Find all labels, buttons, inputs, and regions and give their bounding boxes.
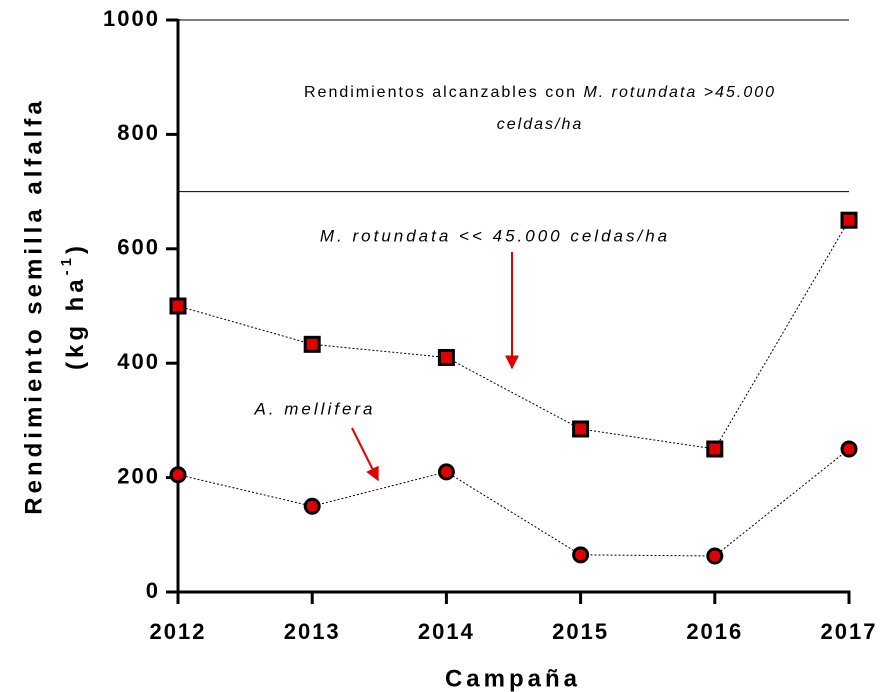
series-line: [177, 219, 850, 450]
marker: [169, 466, 187, 484]
superscript: -1: [58, 254, 75, 275]
marker: [437, 348, 455, 366]
y-axis-label-text: ): [62, 242, 89, 254]
y-axis-label-text: (kg ha-1): [58, 242, 89, 370]
x-tick-label: 2013: [284, 619, 341, 644]
y-tick-label: 400: [117, 349, 160, 374]
marker: [840, 211, 858, 229]
x-tick-label: 2017: [821, 619, 878, 644]
annotation-text: Rendimientos alcanzables con: [304, 84, 583, 101]
marker: [437, 463, 455, 481]
marker: [303, 497, 321, 515]
y-tick-label: 1000: [103, 6, 160, 31]
y-tick-label: 200: [117, 463, 160, 488]
arrow: [351, 427, 379, 482]
marker: [572, 420, 590, 438]
y-tick-label: 0: [146, 578, 160, 603]
annotation: Rendimientos alcanzables con M. rotundat…: [304, 84, 776, 101]
series-label: A. mellifera: [253, 399, 375, 418]
annotation-text: celdas/ha: [497, 116, 584, 133]
x-tick-label: 2014: [418, 619, 475, 644]
y-tick-label: 800: [117, 120, 160, 145]
annotation-text: M. rotundata >45.000: [583, 84, 776, 101]
x-tick-label: 2012: [150, 619, 207, 644]
marker: [706, 547, 724, 565]
series-line: [177, 448, 850, 557]
y-axis-label: (kg ha-1): [58, 242, 89, 370]
y-axis-label-text: Rendimiento semilla alfalfa: [20, 97, 47, 514]
series-label: M. rotundata << 45.000 celdas/ha: [320, 226, 670, 245]
y-axis-label: Rendimiento semilla alfalfa: [20, 97, 47, 514]
x-axis-label: Campaña: [445, 665, 581, 692]
y-tick-label: 600: [117, 235, 160, 260]
x-tick-label: 2015: [552, 619, 609, 644]
marker: [572, 546, 590, 564]
marker: [706, 440, 724, 458]
y-axis-label-text: (kg ha: [62, 275, 89, 370]
marker: [303, 335, 321, 353]
marker: [169, 297, 187, 315]
x-tick-label: 2016: [686, 619, 743, 644]
marker: [840, 440, 858, 458]
